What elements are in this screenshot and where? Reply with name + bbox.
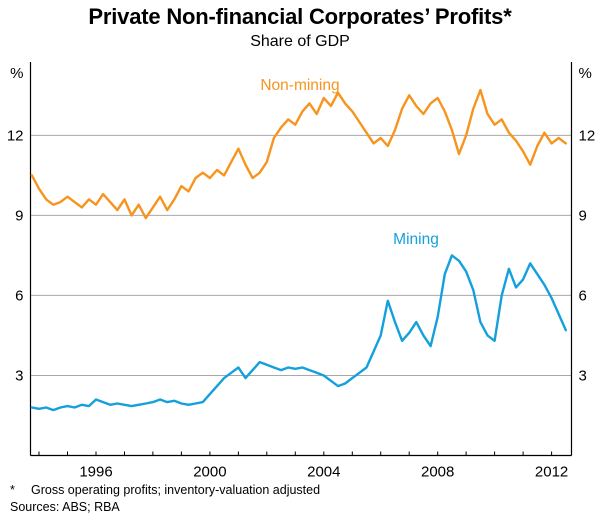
x-axis-tick-label: 2004 [307, 464, 340, 481]
chart-footnote: * Gross operating profits; inventory-valu… [10, 483, 320, 497]
y-axis-unit-left: % [10, 65, 23, 82]
non-mining-series-label: Non-mining [260, 77, 339, 94]
x-axis-tick-label: 1996 [79, 464, 112, 481]
non-mining-line [30, 88, 567, 220]
y-axis-tick-label-right: 12 [579, 127, 596, 144]
x-axis-tick-label: 2000 [193, 464, 226, 481]
y-axis-unit-right: % [579, 65, 592, 82]
y-axis-tick-label-right: 6 [579, 287, 587, 304]
y-axis-tick-label-left: 3 [15, 368, 23, 385]
chart-subtitle: Share of GDP [250, 33, 350, 50]
mining-series-label: Mining [393, 231, 439, 248]
footnote-marker: * [10, 483, 15, 497]
y-axis-tick-label-right: 9 [579, 207, 587, 224]
chart-sources: Sources: ABS; RBA [10, 500, 120, 514]
y-axis-tick-label-left: 12 [7, 127, 24, 144]
y-axis-tick-label-left: 6 [15, 287, 23, 304]
y-axis-tick-label-right: 3 [579, 368, 587, 385]
page-title: Private Non-financial Corporates’ Profit… [88, 4, 512, 29]
x-axis-tick-label: 2008 [421, 464, 454, 481]
x-axis-tick-label: 2012 [535, 464, 568, 481]
footnote-text: Gross operating profits; inventory-valua… [31, 483, 321, 497]
y-axis-tick-label-left: 9 [15, 207, 23, 224]
mining-line [30, 254, 567, 412]
